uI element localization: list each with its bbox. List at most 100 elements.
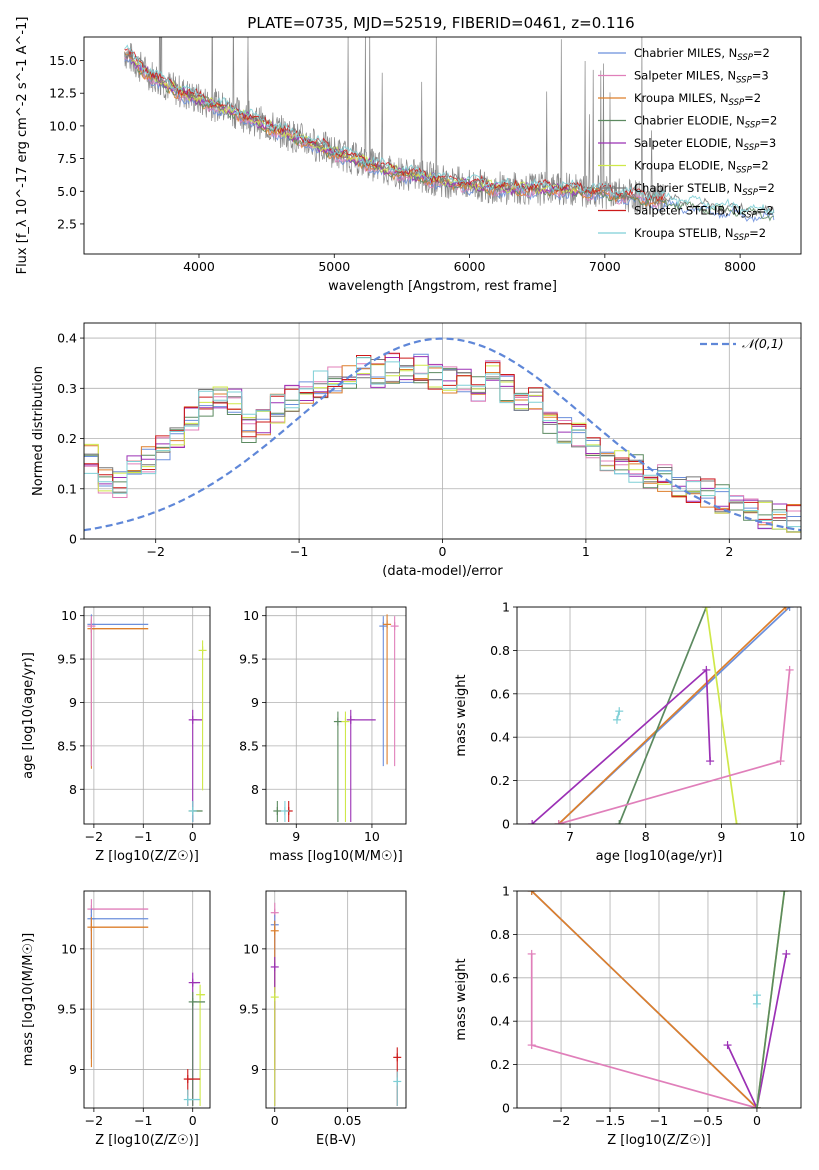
y-tick-label: 0.8 — [490, 643, 510, 658]
legend-subscript: SSP — [742, 188, 758, 198]
y-tick-label: 0.2 — [57, 431, 77, 446]
x-tick-label: 8 — [642, 829, 650, 844]
weight-line-1 — [558, 607, 787, 824]
x-tick-label: −1 — [134, 829, 152, 844]
axes-weight-vs-age: 7 8 9 10 0 0.2 0.4 0.6 0.8 1 age [log10(age/yr)] ma… — [454, 600, 805, 865]
legend-value: =2 — [758, 181, 775, 195]
legend-subscript: SSP — [729, 98, 745, 108]
weight-line-2 — [618, 607, 708, 824]
weight-line-5 — [558, 669, 791, 824]
plot-area-age-vs-mass — [266, 607, 406, 824]
legend-label-3: Chabrier ELODIE, NSSP=2 — [634, 114, 777, 131]
y-tick-label: 0 — [69, 532, 77, 547]
axes-residual-hist: −2 −1 0 1 2 0 0.1 0.2 0.3 0.4 (data-model)/error No… — [31, 322, 802, 579]
y-tick-label: 9.5 — [239, 1002, 259, 1017]
y-tick-label: 2.5 — [57, 216, 77, 231]
y-tick-label: 9 — [69, 1062, 77, 1077]
y-tick-label: 9.5 — [57, 1002, 77, 1017]
legend-value: =2 — [753, 46, 770, 60]
y-tick-label: 0.2 — [490, 1057, 510, 1072]
model-spectrum-5 — [131, 59, 579, 195]
x-tick-label: 2 — [725, 544, 733, 559]
axes-age-vs-mass: 9 10 8 8.5 9 9.5 10 mass [log10(M/M☉)] — [239, 606, 407, 864]
legend-subscript: SSP — [744, 143, 760, 153]
x-tick-label: −2 — [146, 544, 164, 559]
x-tick-label: −2 — [552, 1113, 570, 1128]
legend-value: =3 — [752, 69, 769, 83]
x-tick-label: 1 — [582, 544, 590, 559]
legend-label-7: Salpeter STELIB, NSSP=2 — [634, 204, 774, 221]
y-tick-label: 9 — [251, 1062, 259, 1077]
legend-subscript: SSP — [745, 121, 761, 131]
legend-label-0: Chabrier MILES, NSSP=2 — [634, 46, 770, 63]
x-tick-label: 8000 — [724, 259, 756, 274]
y-axis-label: mass weight — [454, 958, 469, 1040]
x-tick-label: 9 — [718, 829, 726, 844]
x-tick-label: 0 — [753, 1113, 761, 1128]
plot-area-mass-vs-Z — [84, 891, 210, 1108]
y-axis-label: Flux [f_λ 10^-17 erg cm^-2 s^-1 A^-1] — [15, 17, 30, 275]
y-tick-label: 0.6 — [490, 970, 510, 985]
axes-mass-vs-ebv: 0 0.05 9 9.5 10 E(B-V) — [239, 890, 407, 1148]
legend-label-1: Salpeter MILES, NSSP=3 — [634, 69, 769, 86]
x-tick-label: 10 — [364, 829, 380, 844]
legend-label-6: Chabrier STELIB, NSSP=2 — [634, 181, 775, 198]
y-tick-label: 8 — [69, 782, 77, 797]
legend-subscript: SSP — [736, 166, 752, 176]
y-tick-label: 0.4 — [57, 331, 77, 346]
plot-area-residual-hist — [84, 323, 801, 539]
y-tick-label: 5.0 — [57, 184, 77, 199]
weight-line-1 — [531, 891, 758, 1108]
y-tick-label: 0.8 — [490, 927, 510, 942]
x-tick-label: 0 — [189, 1113, 197, 1128]
y-tick-label: 9 — [69, 695, 77, 710]
weight-line-4 — [705, 607, 738, 824]
frame-spectrum — [83, 36, 802, 255]
y-tick-label: 9 — [251, 695, 259, 710]
x-tick-label: 0 — [189, 829, 197, 844]
y-tick-label: 9.5 — [239, 652, 259, 667]
legend-label-5: Kroupa ELODIE, NSSP=2 — [634, 159, 769, 176]
axes-spectrum: 4000 5000 6000 7000 8000 2.5 5.0 7.5 10.0 12.5 15.… — [15, 17, 802, 294]
x-tick-label: 10 — [789, 829, 805, 844]
axes-mass-vs-Z: −2 −1 0 9 9.5 10 Z [log10(Z/Z☉)] mass [log10(M/… — [21, 890, 211, 1148]
plot-area-weight-vs-Z — [517, 891, 801, 1108]
legend-value: =3 — [759, 136, 776, 150]
y-tick-label: 0.2 — [490, 773, 510, 788]
x-axis-label: wavelength [Angstrom, rest frame] — [328, 279, 557, 294]
figure-title: PLATE=0735, MJD=52519, FIBERID=0461, z=0… — [247, 14, 634, 32]
legend-subscript: SSP — [734, 233, 750, 243]
spectrum-legend: Chabrier MILES, NSSP=2 Salpeter MILES, NS… — [598, 46, 777, 243]
y-tick-label: 0.1 — [57, 481, 77, 496]
x-axis-label: Z [log10(Z/Z☉)] — [95, 849, 199, 864]
x-tick-label: −1 — [290, 544, 308, 559]
x-axis-label: (data-model)/error — [382, 564, 503, 579]
y-tick-label: 0.4 — [490, 730, 510, 745]
x-tick-label: −1.5 — [595, 1113, 625, 1128]
y-tick-label: 10.0 — [49, 118, 77, 133]
y-tick-label: 12.5 — [49, 86, 77, 101]
x-axis-label: E(B-V) — [316, 1133, 356, 1148]
legend-subscript: SSP — [736, 76, 752, 86]
x-tick-label: −2 — [85, 829, 103, 844]
y-tick-label: 0 — [502, 1101, 510, 1116]
x-tick-label: 9 — [292, 829, 300, 844]
weight-line-2 — [530, 953, 758, 1108]
x-axis-label: Z [log10(Z/Z☉)] — [95, 1133, 199, 1148]
x-axis-label: Z [log10(Z/Z☉)] — [607, 1133, 711, 1148]
frame-mass-vs-ebv — [265, 890, 407, 1109]
plot-area-mass-vs-ebv — [266, 891, 406, 1108]
y-axis-label: mass [log10(M/M☉)] — [21, 933, 36, 1066]
legend-subscript: SSP — [737, 53, 753, 63]
y-tick-label: 10 — [61, 941, 77, 956]
gaussian-legend-label: 𝒩(0,1) — [742, 336, 784, 351]
y-tick-label: 8.5 — [239, 738, 259, 753]
x-tick-label: 0 — [439, 544, 447, 559]
y-axis-label: age [log10(age/yr)] — [21, 652, 36, 779]
y-axis-label: mass weight — [454, 674, 469, 756]
frame-weight-vs-age — [516, 606, 802, 825]
x-tick-label: 6000 — [454, 259, 486, 274]
y-tick-label: 0.3 — [57, 381, 77, 396]
x-tick-label: 0.05 — [334, 1113, 362, 1128]
y-tick-label: 1 — [502, 884, 510, 899]
